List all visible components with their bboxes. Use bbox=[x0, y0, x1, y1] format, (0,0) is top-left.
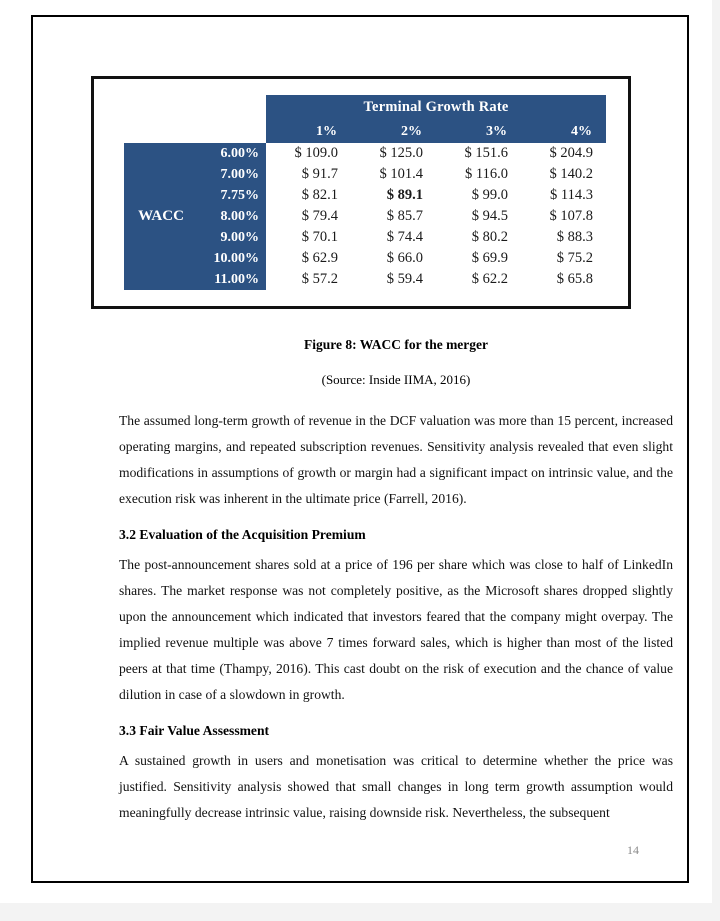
figure-caption: Figure 8: WACC for the merger bbox=[303, 337, 489, 352]
column-header-3: 4% bbox=[521, 120, 606, 143]
cell-5-3: $ 75.2 bbox=[521, 248, 606, 269]
cell-0-1: $ 125.0 bbox=[351, 143, 436, 164]
table-row: 7.75% $ 82.1 $ 89.1 $ 99.0 $ 114.3 bbox=[124, 185, 606, 206]
corner-blank-cell-3 bbox=[124, 120, 198, 143]
cell-1-3: $ 140.2 bbox=[521, 164, 606, 185]
page-number: 14 bbox=[627, 843, 639, 857]
row-header-1: 7.00% bbox=[198, 164, 266, 185]
paragraph-dcf-assumptions: The assumed long-term growth of revenue … bbox=[119, 412, 673, 507]
row-header-5: 10.00% bbox=[198, 248, 266, 269]
cell-3-2: $ 94.5 bbox=[436, 206, 521, 227]
cell-1-0: $ 91.7 bbox=[266, 164, 351, 185]
cell-5-1: $ 66.0 bbox=[351, 248, 436, 269]
row-header-2: 7.75% bbox=[198, 185, 266, 206]
cell-0-3: $ 204.9 bbox=[521, 143, 606, 164]
table-header-group-row: Terminal Growth Rate bbox=[124, 95, 606, 120]
row-header-3: 8.00% bbox=[198, 206, 266, 227]
table-row: 8.00% $ 79.4 $ 85.7 $ 94.5 $ 107.8 bbox=[124, 206, 606, 227]
table-column-header-row: 1% 2% 3% 4% bbox=[124, 120, 606, 143]
cell-4-0: $ 70.1 bbox=[266, 227, 351, 248]
corner-blank-cell bbox=[124, 95, 198, 120]
cell-6-1: $ 59.4 bbox=[351, 269, 436, 290]
table-row: 11.00% $ 57.2 $ 59.4 $ 62.2 $ 65.8 bbox=[124, 269, 606, 290]
cell-5-0: $ 62.9 bbox=[266, 248, 351, 269]
column-header-2: 3% bbox=[436, 120, 521, 143]
figure-source: (Source: Inside IIMA, 2016) bbox=[321, 372, 471, 388]
cell-3-3: $ 107.8 bbox=[521, 206, 606, 227]
cell-4-1: $ 74.4 bbox=[351, 227, 436, 248]
table-row: 7.00% $ 91.7 $ 101.4 $ 116.0 $ 140.2 bbox=[124, 164, 606, 185]
cell-0-0: $ 109.0 bbox=[266, 143, 351, 164]
heading-3-2: 3.2 Evaluation of the Acquisition Premiu… bbox=[119, 527, 366, 543]
cell-4-2: $ 80.2 bbox=[436, 227, 521, 248]
table-row: 10.00% $ 62.9 $ 66.0 $ 69.9 $ 75.2 bbox=[124, 248, 606, 269]
row-axis-label: WACC bbox=[124, 143, 198, 290]
cell-0-2: $ 151.6 bbox=[436, 143, 521, 164]
corner-blank-cell-2 bbox=[198, 95, 266, 120]
table-row: WACC 6.00% $ 109.0 $ 125.0 $ 151.6 $ 204… bbox=[124, 143, 606, 290]
paragraph-fair-value: A sustained growth in users and monetisa… bbox=[119, 752, 673, 820]
table-row: 9.00% $ 70.1 $ 74.4 $ 80.2 $ 88.3 bbox=[124, 227, 606, 248]
paragraph-acquisition-premium: The post-announcement shares sold at a p… bbox=[119, 556, 673, 703]
cell-2-0: $ 82.1 bbox=[266, 185, 351, 206]
page-sheet: Terminal Growth Rate 1% 2% 3% 4% WACC 6.… bbox=[0, 0, 712, 903]
cell-6-3: $ 65.8 bbox=[521, 269, 606, 290]
cell-3-0: $ 79.4 bbox=[266, 206, 351, 227]
cell-5-2: $ 69.9 bbox=[436, 248, 521, 269]
document-body: Figure 8: WACC for the merger (Source: I… bbox=[119, 337, 673, 838]
corner-blank-cell-4 bbox=[198, 120, 266, 143]
cell-1-2: $ 116.0 bbox=[436, 164, 521, 185]
heading-3-3: 3.3 Fair Value Assessment bbox=[119, 723, 270, 739]
column-header-1: 2% bbox=[351, 120, 436, 143]
cell-2-3: $ 114.3 bbox=[521, 185, 606, 206]
cell-4-3: $ 88.3 bbox=[521, 227, 606, 248]
row-header-4: 9.00% bbox=[198, 227, 266, 248]
row-header-6: 11.00% bbox=[198, 269, 266, 290]
wacc-sensitivity-table: Terminal Growth Rate 1% 2% 3% 4% WACC 6.… bbox=[124, 95, 606, 290]
cell-3-1: $ 85.7 bbox=[351, 206, 436, 227]
cell-1-1: $ 101.4 bbox=[351, 164, 436, 185]
column-group-header: Terminal Growth Rate bbox=[266, 95, 606, 120]
cell-2-2: $ 99.0 bbox=[436, 185, 521, 206]
cell-6-0: $ 57.2 bbox=[266, 269, 351, 290]
column-header-0: 1% bbox=[266, 120, 351, 143]
page-content-border: Terminal Growth Rate 1% 2% 3% 4% WACC 6.… bbox=[31, 15, 689, 883]
figure-8-container: Terminal Growth Rate 1% 2% 3% 4% WACC 6.… bbox=[91, 76, 631, 309]
cell-6-2: $ 62.2 bbox=[436, 269, 521, 290]
row-header-0: 6.00% bbox=[198, 143, 266, 164]
cell-2-1-highlighted: $ 89.1 bbox=[351, 185, 436, 206]
